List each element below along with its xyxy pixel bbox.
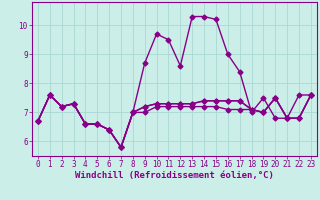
X-axis label: Windchill (Refroidissement éolien,°C): Windchill (Refroidissement éolien,°C) xyxy=(75,171,274,180)
